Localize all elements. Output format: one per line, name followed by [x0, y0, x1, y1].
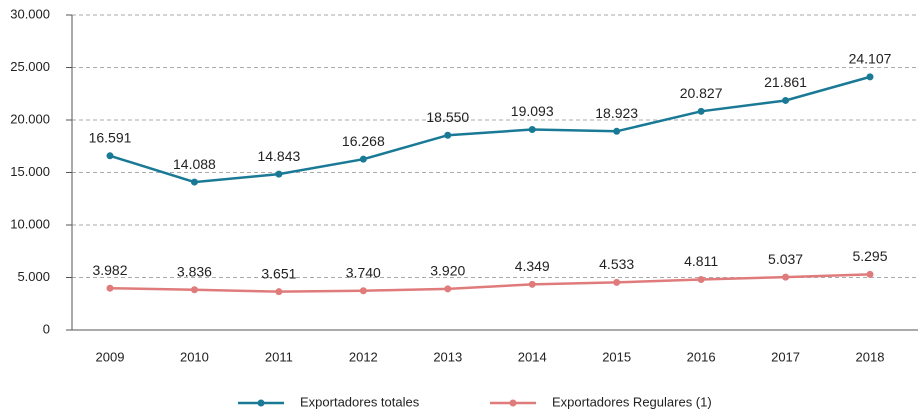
x-tick-label: 2012 — [349, 349, 378, 364]
data-point — [190, 178, 198, 186]
y-tick-label: 5.000 — [17, 269, 50, 284]
legend-label: Exportadores totales — [300, 394, 420, 409]
data-label: 18.550 — [426, 109, 469, 125]
x-tick-label: 2010 — [180, 349, 209, 364]
data-label: 14.843 — [257, 148, 300, 164]
data-label: 3.836 — [177, 263, 212, 279]
data-label: 16.268 — [342, 133, 385, 149]
data-point — [106, 284, 114, 292]
x-tick-label: 2013 — [433, 349, 462, 364]
data-point — [528, 280, 536, 288]
data-point — [359, 155, 367, 163]
data-label: 3.982 — [92, 262, 127, 278]
series-line — [109, 75, 871, 184]
data-point — [528, 126, 536, 134]
data-point — [782, 96, 790, 104]
data-point — [613, 127, 621, 135]
data-label: 14.088 — [173, 156, 216, 172]
x-tick-label: 2016 — [687, 349, 716, 364]
x-tick-label: 2015 — [602, 349, 631, 364]
x-tick-label: 2009 — [96, 349, 125, 364]
data-label: 18.923 — [595, 105, 638, 121]
y-tick-label: 20.000 — [10, 111, 50, 126]
y-tick-label: 25.000 — [10, 59, 50, 74]
data-point — [444, 131, 452, 139]
legend-marker — [509, 399, 517, 407]
data-label: 3.920 — [430, 263, 465, 279]
y-tick-label: 30.000 — [10, 6, 50, 21]
data-label: 24.107 — [849, 51, 892, 67]
data-point — [697, 107, 705, 115]
data-label: 5.295 — [852, 248, 887, 264]
series-line — [109, 273, 871, 293]
data-label: 4.533 — [599, 256, 634, 272]
y-tick-label: 0 — [43, 321, 50, 336]
x-tick-label: 2011 — [265, 349, 293, 364]
data-label: 20.827 — [680, 85, 723, 101]
y-tick-label: 15.000 — [10, 164, 50, 179]
data-point — [190, 286, 198, 294]
data-point — [782, 273, 790, 281]
legend-label: Exportadores Regulares (1) — [552, 394, 712, 409]
data-label: 4.811 — [684, 253, 718, 269]
data-label: 21.861 — [764, 74, 807, 90]
data-point — [275, 288, 283, 296]
data-label: 5.037 — [768, 251, 803, 267]
data-label: 3.740 — [346, 264, 381, 280]
data-point — [613, 278, 621, 286]
x-tick-label: 2014 — [518, 349, 547, 364]
y-tick-label: 10.000 — [10, 216, 50, 231]
data-label: 4.349 — [515, 258, 550, 274]
legend-marker — [257, 399, 265, 407]
data-point — [866, 73, 874, 81]
data-point — [866, 270, 874, 278]
x-tick-label: 2018 — [856, 349, 885, 364]
data-point — [359, 287, 367, 295]
data-label: 3.651 — [261, 265, 296, 281]
data-point — [444, 285, 452, 293]
data-point — [106, 152, 114, 160]
data-point — [275, 170, 283, 178]
x-tick-label: 2017 — [771, 349, 800, 364]
data-label: 19.093 — [511, 103, 554, 119]
data-label: 16.591 — [89, 129, 132, 145]
data-point — [697, 275, 705, 283]
